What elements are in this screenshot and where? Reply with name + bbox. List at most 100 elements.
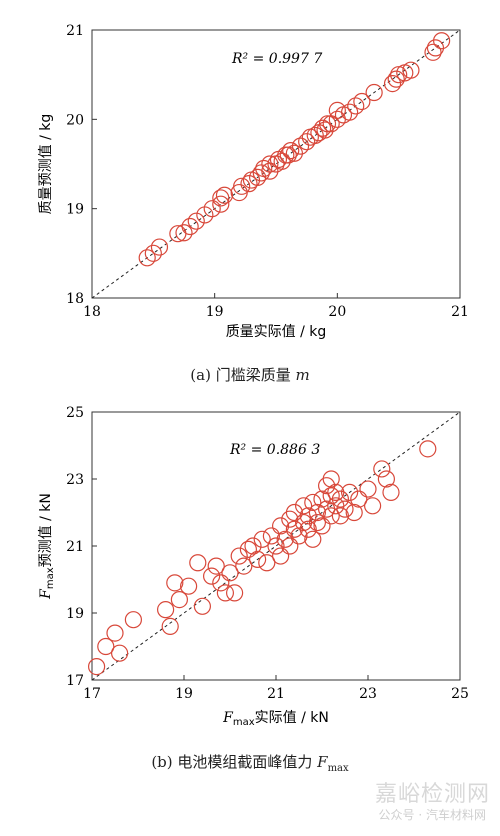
panel-b-xlabel: Fmax实际值 / kN — [222, 710, 329, 728]
panel-b-data-point — [244, 537, 262, 555]
panel-b-ylabel: Fmax预测值 / kN — [38, 493, 56, 600]
panel-a-data-point — [424, 43, 442, 61]
panel-a-ytick-label: 19 — [66, 202, 84, 218]
panel-a-data-point — [138, 249, 156, 267]
panel-a-axes: 18 19 20 21 18 19 20 21 — [66, 23, 469, 320]
panel-a-data-point — [341, 103, 359, 121]
panel-a-data-point — [383, 74, 402, 93]
panel-a-data-point — [318, 115, 337, 133]
panel-b-annotation: R² = 0.886 3 — [229, 442, 320, 458]
panel-a-data-point — [203, 200, 221, 218]
panel-b-data-point — [193, 597, 211, 615]
panel-a-data-point — [298, 133, 316, 151]
panel-b-data-point — [285, 503, 303, 522]
panel-a-ytick-label: 18 — [66, 291, 84, 307]
panel-b-data-point — [341, 483, 359, 501]
panel-a-ylabel: 质量预测值 / kg — [38, 114, 54, 215]
panel-b-data-point — [281, 537, 299, 555]
panel-b-xlabel-sub: max — [233, 717, 255, 728]
panel-b-xtick-label: 21 — [267, 686, 285, 702]
panel-a-data-point — [433, 32, 451, 50]
panel-a-annotation: R² = 0.997 7 — [231, 51, 322, 67]
panel-b-data-point — [221, 564, 239, 582]
panel-b-data-point — [336, 500, 354, 518]
panel-b-ytick-label: 19 — [66, 606, 84, 622]
panel-b-ylabel-sub: max — [45, 567, 56, 589]
panel-a-data-point — [328, 101, 346, 120]
panel-b-reference-line — [91, 411, 461, 681]
panel-a-data-point — [387, 70, 405, 88]
panel-b-ylabel-rest: 预测值 / kN — [38, 493, 54, 567]
panel-a-data-point — [402, 61, 420, 79]
panel-a-data-point — [215, 186, 234, 204]
panel-a-data-point — [233, 177, 251, 195]
watermark-logo-text: 嘉峪检测网 — [374, 782, 490, 807]
panel-b-data-point — [249, 550, 267, 569]
panel-b-xtick-label: 25 — [451, 686, 469, 702]
caption-b: (b) 电池模组截面峰值力 Fmax — [0, 751, 500, 774]
panel-b-ytick-label: 21 — [66, 539, 84, 555]
panel-b-data-point — [258, 554, 276, 572]
panel-b-data-point — [226, 584, 244, 602]
panel-a-data-point — [252, 164, 270, 182]
panel-b-data-point — [272, 547, 290, 565]
panel-b-data-point — [304, 530, 322, 548]
panel-b-data-point — [350, 490, 368, 508]
panel-b-data-point — [299, 507, 317, 525]
panel-a-data-point — [212, 195, 230, 213]
panel-b-axes: 17 19 21 23 25 17 19 21 23 25 — [66, 405, 469, 702]
panel-b-data-point — [216, 584, 234, 602]
panel-a-ytick-label: 20 — [66, 112, 84, 128]
panel-b-data-point — [345, 503, 363, 522]
panel-b-data-point — [106, 624, 124, 642]
panel-b-data-point — [299, 520, 317, 538]
panel-a-data-point — [347, 97, 365, 115]
caption-b-sub: max — [327, 763, 349, 774]
panel-b-xtick-label: 17 — [83, 686, 101, 702]
panel-b-ytick-label: 25 — [66, 405, 84, 421]
panel-b-xtick-label: 23 — [359, 686, 377, 702]
panel-b-data-point — [180, 577, 198, 595]
panel-a-frame — [91, 29, 461, 299]
panel-b-ytick-label: 23 — [66, 472, 84, 488]
panel-a-data-point — [261, 155, 279, 173]
panel-a-points — [138, 32, 451, 267]
panel-b-data-point — [189, 554, 207, 572]
panel-b-data-point — [364, 497, 382, 515]
panel-a-data-point — [291, 137, 310, 155]
panel-b-data-point — [419, 440, 437, 458]
panel-a-ytick-label: 21 — [66, 23, 84, 39]
panel-b-data-point — [212, 574, 230, 592]
panel-a-data-point — [314, 119, 332, 137]
panel-b-data-point — [359, 480, 377, 498]
panel-b-data-point — [377, 470, 395, 488]
panel-b-data-point — [239, 540, 257, 558]
panel-a-data-point — [212, 189, 230, 207]
panel-a-data-point — [426, 39, 445, 57]
panel-a-data-point — [390, 66, 408, 84]
panel-a-data-point — [261, 162, 279, 180]
panel-b-data-point — [382, 483, 400, 501]
panel-b-data-point — [308, 503, 326, 522]
panel-a-data-point — [196, 206, 214, 224]
panel-a-chart: 18 19 20 21 18 19 20 21 R² = 0.997 7 质量实际值 / kg… — [38, 23, 469, 340]
panel-b-data-point — [124, 611, 142, 629]
panel-b-data-point — [170, 590, 188, 609]
panel-b-data-point — [295, 497, 313, 515]
panel-b-ylabel-var: F — [38, 588, 54, 600]
panel-b-data-point — [97, 637, 115, 656]
panel-b-data-point — [313, 517, 331, 535]
panel-b-xlabel-var: F — [222, 710, 234, 726]
panel-a-data-point — [240, 175, 258, 193]
panel-b-xlabel-rest: 实际值 / kN — [255, 710, 329, 726]
panel-b-data-point — [267, 537, 285, 555]
panel-b-data-point — [235, 557, 253, 575]
caption-a-text: (a) 门槛梁质量 — [190, 366, 296, 384]
caption-b-text: (b) 电池模组截面峰值力 — [151, 753, 318, 771]
panel-b-data-point — [331, 490, 349, 508]
panel-b-data-point — [203, 567, 221, 585]
panel-b-data-point — [322, 507, 340, 525]
panel-b-data-point — [308, 513, 326, 532]
panel-b-xtick-label: 19 — [175, 686, 193, 702]
